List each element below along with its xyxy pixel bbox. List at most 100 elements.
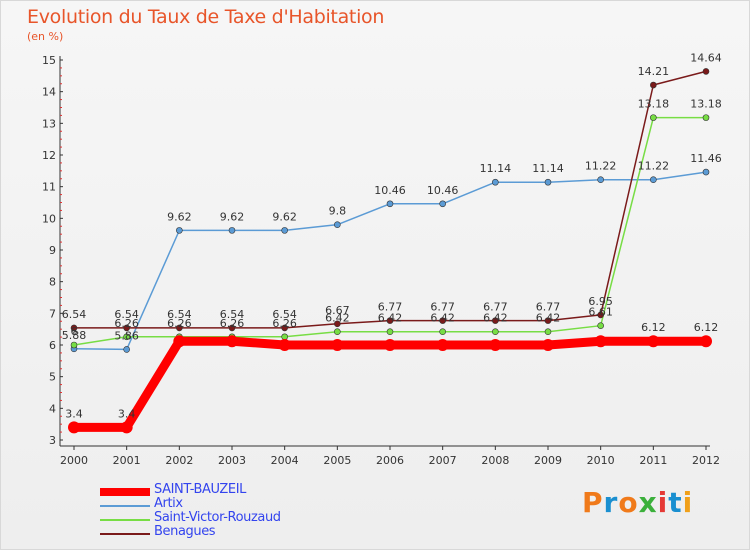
legend-label: SAINT-BAUZEIL xyxy=(154,482,247,497)
data-labels: 6.54 6.54 6.54 6.54 6.54 6.67 6.77 6.77 6.77 6.77… xyxy=(62,51,722,420)
data-label: 5.86 xyxy=(114,329,139,342)
data-label: 5.88 xyxy=(62,329,87,342)
data-label: 14.64 xyxy=(690,51,722,64)
data-label: 11.14 xyxy=(532,162,564,175)
data-label: 6.26 xyxy=(167,317,192,330)
logo-letter: i xyxy=(682,486,694,519)
data-label: 13.18 xyxy=(638,98,670,111)
data-label: 6.95 xyxy=(588,295,613,308)
legend-swatch xyxy=(100,519,150,521)
data-point xyxy=(386,328,394,336)
data-point xyxy=(594,335,607,348)
data-label: 6.42 xyxy=(325,312,350,325)
data-point xyxy=(123,346,130,353)
series-lines xyxy=(68,68,712,434)
data-label: 6.77 xyxy=(378,301,403,314)
data-point xyxy=(70,324,78,332)
data-label: 6.54 xyxy=(167,308,192,321)
data-label: 6.77 xyxy=(483,301,508,314)
data-label: 6.26 xyxy=(114,317,139,330)
data-point xyxy=(492,178,499,186)
data-label: 6.54 xyxy=(220,308,245,321)
data-label: 6.54 xyxy=(62,308,87,321)
data-point xyxy=(436,339,449,351)
x-tick-label: 2004 xyxy=(271,454,299,467)
data-point xyxy=(702,168,710,176)
data-point xyxy=(226,335,238,348)
data-label: 11.14 xyxy=(480,162,512,175)
data-point xyxy=(123,324,130,332)
axes: 3 4 5 6 7 8 9 10 11 12 13 14 15 2000 2001 2002 2003 2004 2… xyxy=(42,54,720,467)
data-label: 3.4 xyxy=(65,407,83,420)
data-label: 11.22 xyxy=(638,160,670,173)
data-point xyxy=(386,317,394,324)
data-point xyxy=(544,178,552,186)
x-tick-label: 2010 xyxy=(587,454,615,467)
data-label: 6.42 xyxy=(483,312,508,325)
data-label: 11.46 xyxy=(690,152,722,165)
data-label: 6.54 xyxy=(114,308,139,321)
data-label: 6.77 xyxy=(536,301,561,314)
data-label: 6.26 xyxy=(272,317,297,330)
data-point xyxy=(439,328,446,336)
x-tick-label: 2007 xyxy=(429,454,457,467)
data-point xyxy=(597,322,604,329)
data-label: 6.26 xyxy=(220,317,245,330)
series-line-saint-bauzeil xyxy=(69,336,711,432)
data-point xyxy=(281,227,288,234)
x-tick-label: 2012 xyxy=(692,454,720,467)
x-tick-label: 2002 xyxy=(165,454,193,467)
data-point xyxy=(384,339,396,351)
data-label: 6.42 xyxy=(536,312,561,325)
x-tick-label: 2008 xyxy=(481,454,509,467)
data-label: 10.46 xyxy=(374,184,406,197)
data-point xyxy=(597,176,604,183)
legend-label: Artix xyxy=(154,496,183,511)
data-point xyxy=(334,328,341,336)
data-point xyxy=(281,333,288,341)
data-point xyxy=(334,320,341,328)
y-tick-label: 4 xyxy=(49,402,56,415)
data-point xyxy=(123,333,130,341)
data-point xyxy=(439,317,446,324)
data-point xyxy=(176,324,183,332)
y-tick-label: 9 xyxy=(49,244,56,257)
x-tick-label: 2006 xyxy=(376,454,404,467)
y-tick-label: 14 xyxy=(42,86,56,99)
y-tick-label: 3 xyxy=(49,434,56,447)
data-label: 6 xyxy=(71,325,78,338)
data-point xyxy=(228,227,236,234)
data-point xyxy=(278,339,291,351)
legend-label: Saint-Victor-Rouzaud xyxy=(154,510,281,525)
data-point xyxy=(647,335,660,348)
y-tick-label: 5 xyxy=(49,371,56,384)
logo-letter: x xyxy=(638,486,658,519)
data-point xyxy=(650,114,657,121)
data-label: 6.54 xyxy=(272,308,297,321)
x-tick-label: 2001 xyxy=(113,454,141,467)
data-point xyxy=(492,317,499,324)
legend-swatch xyxy=(100,533,150,535)
data-label: 13.18 xyxy=(690,98,722,111)
data-label: 6.42 xyxy=(430,312,455,325)
y-tick-label: 8 xyxy=(49,276,56,289)
unit-label: (en %) xyxy=(27,30,64,43)
data-label: 6.77 xyxy=(430,301,455,314)
y-tick-label: 13 xyxy=(42,117,56,130)
data-label: 6.67 xyxy=(325,304,350,317)
data-point xyxy=(700,335,712,348)
data-label: 9.8 xyxy=(329,205,347,218)
data-label: 10.46 xyxy=(427,184,459,197)
data-point xyxy=(489,339,502,351)
data-point xyxy=(281,324,288,332)
data-point xyxy=(70,341,78,349)
data-point xyxy=(68,421,80,434)
data-point xyxy=(228,324,236,332)
data-point xyxy=(120,421,133,434)
logo-letter: i xyxy=(657,486,669,519)
data-point xyxy=(542,339,554,351)
legend-swatch xyxy=(100,488,150,496)
logo-letter: t xyxy=(668,486,683,519)
